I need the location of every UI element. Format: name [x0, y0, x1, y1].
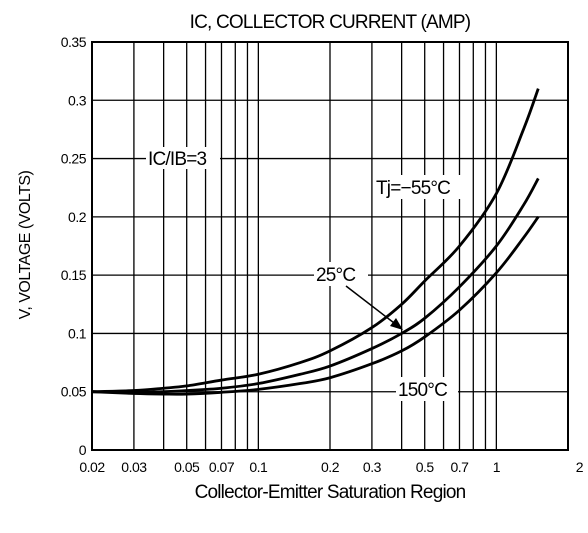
x-tick-label: 0.2 — [321, 459, 340, 475]
annotation-ic-ib: IC/IB=3 — [146, 147, 220, 170]
x-tick-label: 0.1 — [249, 459, 268, 475]
y-axis-label: V, VOLTAGE (VOLTS) — [17, 170, 34, 319]
x-tick-label: 2 — [576, 459, 584, 475]
annotation-ic-ib-text: IC/IB=3 — [148, 149, 207, 170]
chart-title: IC, COLLECTOR CURRENT (AMP) — [190, 12, 471, 33]
y-tick-label: 0.25 — [61, 151, 87, 167]
plot-frame — [91, 41, 569, 451]
annotation-25c-leader — [345, 285, 399, 327]
annotation-25c-arrowhead — [390, 318, 403, 330]
y-tick-label: 0 — [79, 442, 87, 458]
x-tick-label: 0.03 — [121, 459, 147, 475]
annotation-tj-minus55-text: Tj=−55°C — [376, 178, 450, 199]
series-lines — [91, 88, 540, 396]
y-tick-label: 0.05 — [61, 384, 87, 400]
x-tick-labels: 0.02 0.03 0.05 0.07 0.1 0.2 0.3 0.5 0.7 1 2 — [79, 459, 584, 475]
y-tick-label: 0.1 — [68, 325, 87, 341]
series-line-0 — [91, 88, 540, 394]
x-tick-label: 0.5 — [416, 459, 435, 475]
x-tick-label: 0.07 — [209, 459, 235, 475]
x-tick-label: 0.3 — [363, 459, 382, 475]
y-tick-label: 0.3 — [68, 92, 87, 108]
x-tick-label: 0.05 — [174, 459, 200, 475]
series-line-1 — [91, 177, 540, 394]
y-tick-labels: 0 0.05 0.1 0.15 0.2 0.25 0.3 0.35 — [61, 34, 87, 458]
y-tick-label: 0.35 — [61, 34, 87, 50]
y-tick-label: 0.2 — [68, 209, 87, 225]
x-tick-label: 0.7 — [451, 459, 470, 475]
y-tick-label: 0.15 — [61, 267, 87, 283]
x-axis-label: Collector-Emitter Saturation Region — [195, 482, 466, 503]
annotation-25c: 25°C — [314, 262, 368, 286]
annotation-tj-minus55: Tj=−55°C — [374, 175, 466, 199]
series-line-2 — [91, 216, 540, 396]
x-tick-label: 1 — [493, 459, 501, 475]
annotation-25c-text: 25°C — [316, 265, 355, 286]
x-tick-label: 0.02 — [79, 459, 105, 475]
annotation-150c-text: 150°C — [398, 380, 447, 401]
annotation-150c: 150°C — [396, 377, 458, 401]
